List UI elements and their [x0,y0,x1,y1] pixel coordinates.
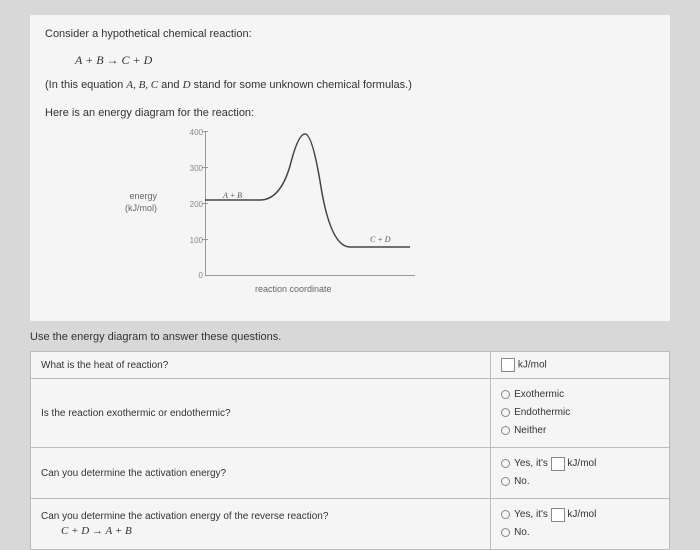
reverse-equation: C + D → A + B [41,525,480,537]
q4-answer: Yes, it's kJ/mol No. [491,499,670,550]
q3-radio-no[interactable] [501,477,510,486]
products-label: C + D [370,235,391,244]
q4-radio-no[interactable] [501,528,510,537]
intro-line3: Here is an energy diagram for the reacti… [45,104,655,124]
energy-diagram: energy (kJ/mol) 400 300 200 100 0 A + B … [145,131,425,296]
energy-curve [205,131,415,276]
q2-answer: Exothermic Endothermic Neither [491,379,670,448]
q1-input[interactable] [501,358,515,372]
intro-line1: Consider a hypothetical chemical reactio… [45,25,655,45]
q3-input[interactable] [551,457,565,471]
problem-content: Consider a hypothetical chemical reactio… [30,15,670,321]
q4-text: Can you determine the activation energy … [31,499,491,550]
q1-text: What is the heat of reaction? [31,352,491,379]
q2-radio-endothermic[interactable] [501,408,510,417]
y-axis-label: energy (kJ/mol) [125,191,157,214]
q2-text: Is the reaction exothermic or endothermi… [31,379,491,448]
questions-section: Use the energy diagram to answer these q… [30,331,670,550]
questions-title: Use the energy diagram to answer these q… [30,331,670,343]
question-row-3: Can you determine the activation energy?… [31,448,670,499]
q2-radio-exothermic[interactable] [501,390,510,399]
q1-answer: kJ/mol [491,352,670,379]
q2-radio-neither[interactable] [501,426,510,435]
x-axis-label: reaction coordinate [255,284,332,294]
reaction-equation: A + B → C + D [45,53,655,68]
question-row-2: Is the reaction exothermic or endothermi… [31,379,670,448]
q3-radio-yes[interactable] [501,459,510,468]
question-row-1: What is the heat of reaction? kJ/mol [31,352,670,379]
reactants-label: A + B [223,191,242,200]
q3-text: Can you determine the activation energy? [31,448,491,499]
q4-input[interactable] [551,508,565,522]
q4-radio-yes[interactable] [501,510,510,519]
q3-answer: Yes, it's kJ/mol No. [491,448,670,499]
intro-line2: (In this equation A, B, C and D stand fo… [45,76,655,96]
questions-table: What is the heat of reaction? kJ/mol Is … [30,351,670,550]
question-row-4: Can you determine the activation energy … [31,499,670,550]
